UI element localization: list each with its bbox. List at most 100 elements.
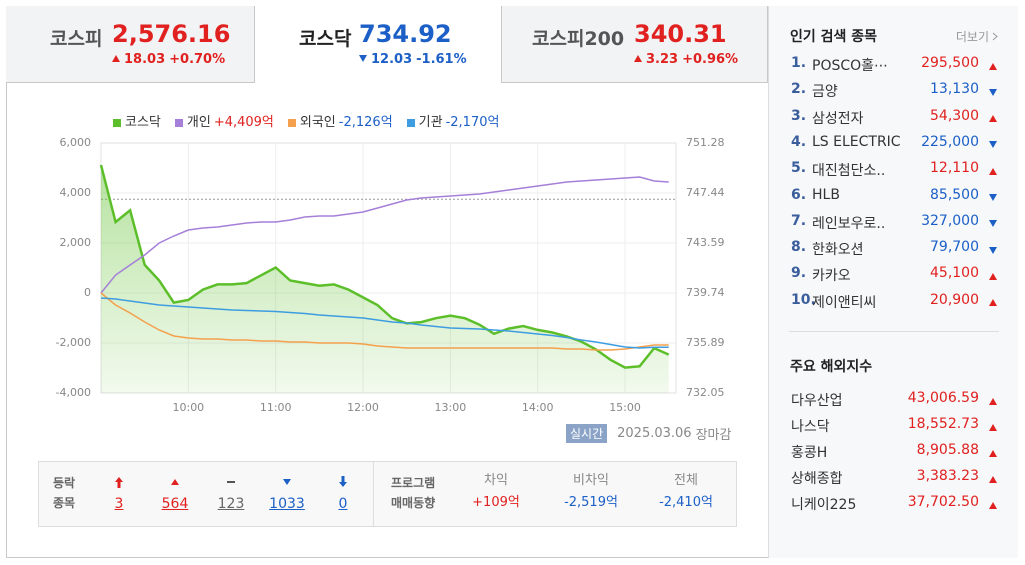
index-name: 나스닥 — [791, 419, 830, 435]
index-row[interactable]: 홍콩H 8,905.88 — [791, 442, 1001, 464]
arrow — [989, 269, 1001, 285]
y2-tick-label: 739.74 — [686, 286, 725, 299]
popular-row[interactable]: 4. LS ELECTRIC 225,000 — [791, 134, 1001, 156]
change-amount: 12.03 — [371, 52, 413, 67]
y2-tick-label: 751.28 — [686, 136, 725, 149]
breadth-count[interactable]: 123 — [217, 496, 245, 512]
program-item: 전체 -2,410억 — [641, 470, 731, 514]
legend-value: -2,170억 — [445, 115, 500, 130]
index-value: 8,905.88 — [916, 442, 979, 458]
index-value: 18,552.73 — [907, 416, 979, 432]
status: 실시간 2025.03.06 장마감 — [566, 424, 731, 443]
more-link[interactable]: 더보기 — [956, 28, 998, 45]
program-item: 차익 +109억 — [451, 470, 541, 514]
breadth-label: 등락 종목 — [53, 473, 75, 513]
program-name: 차익 — [484, 473, 508, 488]
popular-row[interactable]: 8. 한화오션 79,700 — [791, 239, 1001, 261]
legend-swatch — [406, 118, 415, 127]
arrow-icon — [989, 475, 997, 483]
y-tick-label: 2,000 — [60, 236, 92, 249]
index-row[interactable]: 니케이225 37,702.50 — [791, 494, 1001, 516]
breadth-item: 0 — [323, 470, 363, 512]
popular-row[interactable]: 2. 금양 13,130 — [791, 81, 1001, 103]
popular-row[interactable]: 1. POSCO홀⋯ 295,500 — [791, 55, 1001, 77]
stock-name: POSCO홀⋯ — [812, 58, 889, 74]
program-item: 비차익 -2,519억 — [546, 470, 636, 514]
arrow-icon — [989, 501, 997, 509]
index-row[interactable]: 다우산업 43,006.59 — [791, 390, 1001, 412]
index-tab[interactable]: 코스피 2,576.16 18.03 +0.70% — [6, 6, 255, 83]
breadth-icon — [115, 477, 123, 488]
rank: 2. — [791, 81, 807, 98]
popular-row[interactable]: 7. 레인보우로.. 327,000 — [791, 213, 1001, 235]
arrow-icon — [989, 272, 997, 280]
arrow-icon — [989, 246, 997, 254]
breadth-count[interactable]: 0 — [338, 496, 348, 512]
rank: 5. — [791, 160, 807, 177]
label-line: 종목 — [53, 496, 76, 510]
realtime-badge[interactable]: 실시간 — [566, 424, 608, 443]
index-change: 3.23 +0.96% — [634, 52, 738, 67]
arrow — [989, 217, 1001, 233]
index-value: 340.31 — [634, 20, 727, 48]
arrow-icon — [989, 449, 997, 457]
y-tick-label: -4,000 — [56, 386, 91, 399]
index-value: 43,006.59 — [907, 390, 979, 406]
rank: 8. — [791, 239, 807, 256]
change-amount: 18.03 — [124, 52, 166, 67]
stock-name: 금양 — [812, 84, 838, 101]
arrow — [989, 420, 1001, 436]
index-tab[interactable]: 코스닥 734.92 12.03 -1.61% — [255, 6, 502, 83]
y-tick-label: 6,000 — [60, 136, 92, 149]
legend-name: 개인 — [186, 115, 211, 130]
breadth-count[interactable]: 564 — [161, 496, 189, 512]
y2-tick-label: 747.44 — [686, 186, 725, 199]
date: 2025.03.06 — [617, 426, 692, 441]
popular-row[interactable]: 6. HLB 85,500 — [791, 187, 1001, 209]
index-value: 37,702.50 — [907, 494, 979, 510]
label-line: 매매동향 — [391, 496, 436, 510]
arrow-icon — [989, 194, 997, 201]
stock-price: 79,700 — [930, 239, 979, 256]
index-tab[interactable]: 코스피200 340.31 3.23 +0.96% — [502, 6, 768, 83]
popular-row[interactable]: 10. 제이앤티씨 20,900 — [791, 292, 1001, 314]
arrow-icon — [989, 167, 997, 175]
index-row[interactable]: 나스닥 18,552.73 — [791, 416, 1001, 438]
index-name: 코스피 — [50, 28, 103, 50]
breadth-icon — [283, 479, 291, 485]
more-arrow — [992, 32, 998, 41]
index-value: 2,576.16 — [112, 20, 231, 48]
breadth-icon — [171, 479, 179, 485]
arrow-icon — [989, 423, 997, 431]
arrow-icon — [989, 220, 997, 228]
x-tick-label: 12:00 — [347, 401, 379, 414]
arrow — [989, 112, 1001, 128]
arrow — [989, 394, 1001, 410]
popular-row[interactable]: 5. 대진첨단소.. 12,110 — [791, 160, 1001, 182]
breadth-count[interactable]: 1033 — [269, 496, 305, 512]
popular-row[interactable]: 9. 카카오 45,100 — [791, 265, 1001, 287]
x-tick-label: 11:00 — [260, 401, 292, 414]
arrow — [989, 59, 1001, 75]
series-line — [100, 292, 669, 351]
label-line: 프로그램 — [391, 476, 436, 490]
index-row[interactable]: 상해종합 3,383.23 — [791, 468, 1001, 490]
index-name: 코스피200 — [532, 28, 625, 50]
intraday-chart: -4,000 -2,000 0 2,000 4,000 6,000 732.05 735.89… — [56, 136, 725, 414]
arrow — [989, 191, 1001, 207]
arrow — [989, 472, 1001, 488]
y2-tick-label: 743.59 — [686, 236, 725, 249]
more-text[interactable]: 더보기 — [955, 30, 989, 44]
side-panel: 인기 검색 종목 더보기 주요 해외지수 1. POSCO홀⋯ 295,500 2. 금… — [768, 6, 1018, 558]
breadth-count[interactable]: 3 — [114, 496, 124, 512]
index-value: 3,383.23 — [916, 468, 979, 484]
popular-row[interactable]: 3. 삼성전자 54,300 — [791, 108, 1001, 130]
index-value: 734.92 — [359, 20, 452, 48]
stock-price: 85,500 — [930, 186, 979, 203]
stock-price: 327,000 — [921, 212, 979, 229]
arrow — [989, 138, 1001, 154]
stock-price: 20,900 — [930, 291, 979, 308]
legend-item: 외국인 -2,126억 — [287, 111, 393, 130]
arrow-icon — [989, 299, 997, 307]
